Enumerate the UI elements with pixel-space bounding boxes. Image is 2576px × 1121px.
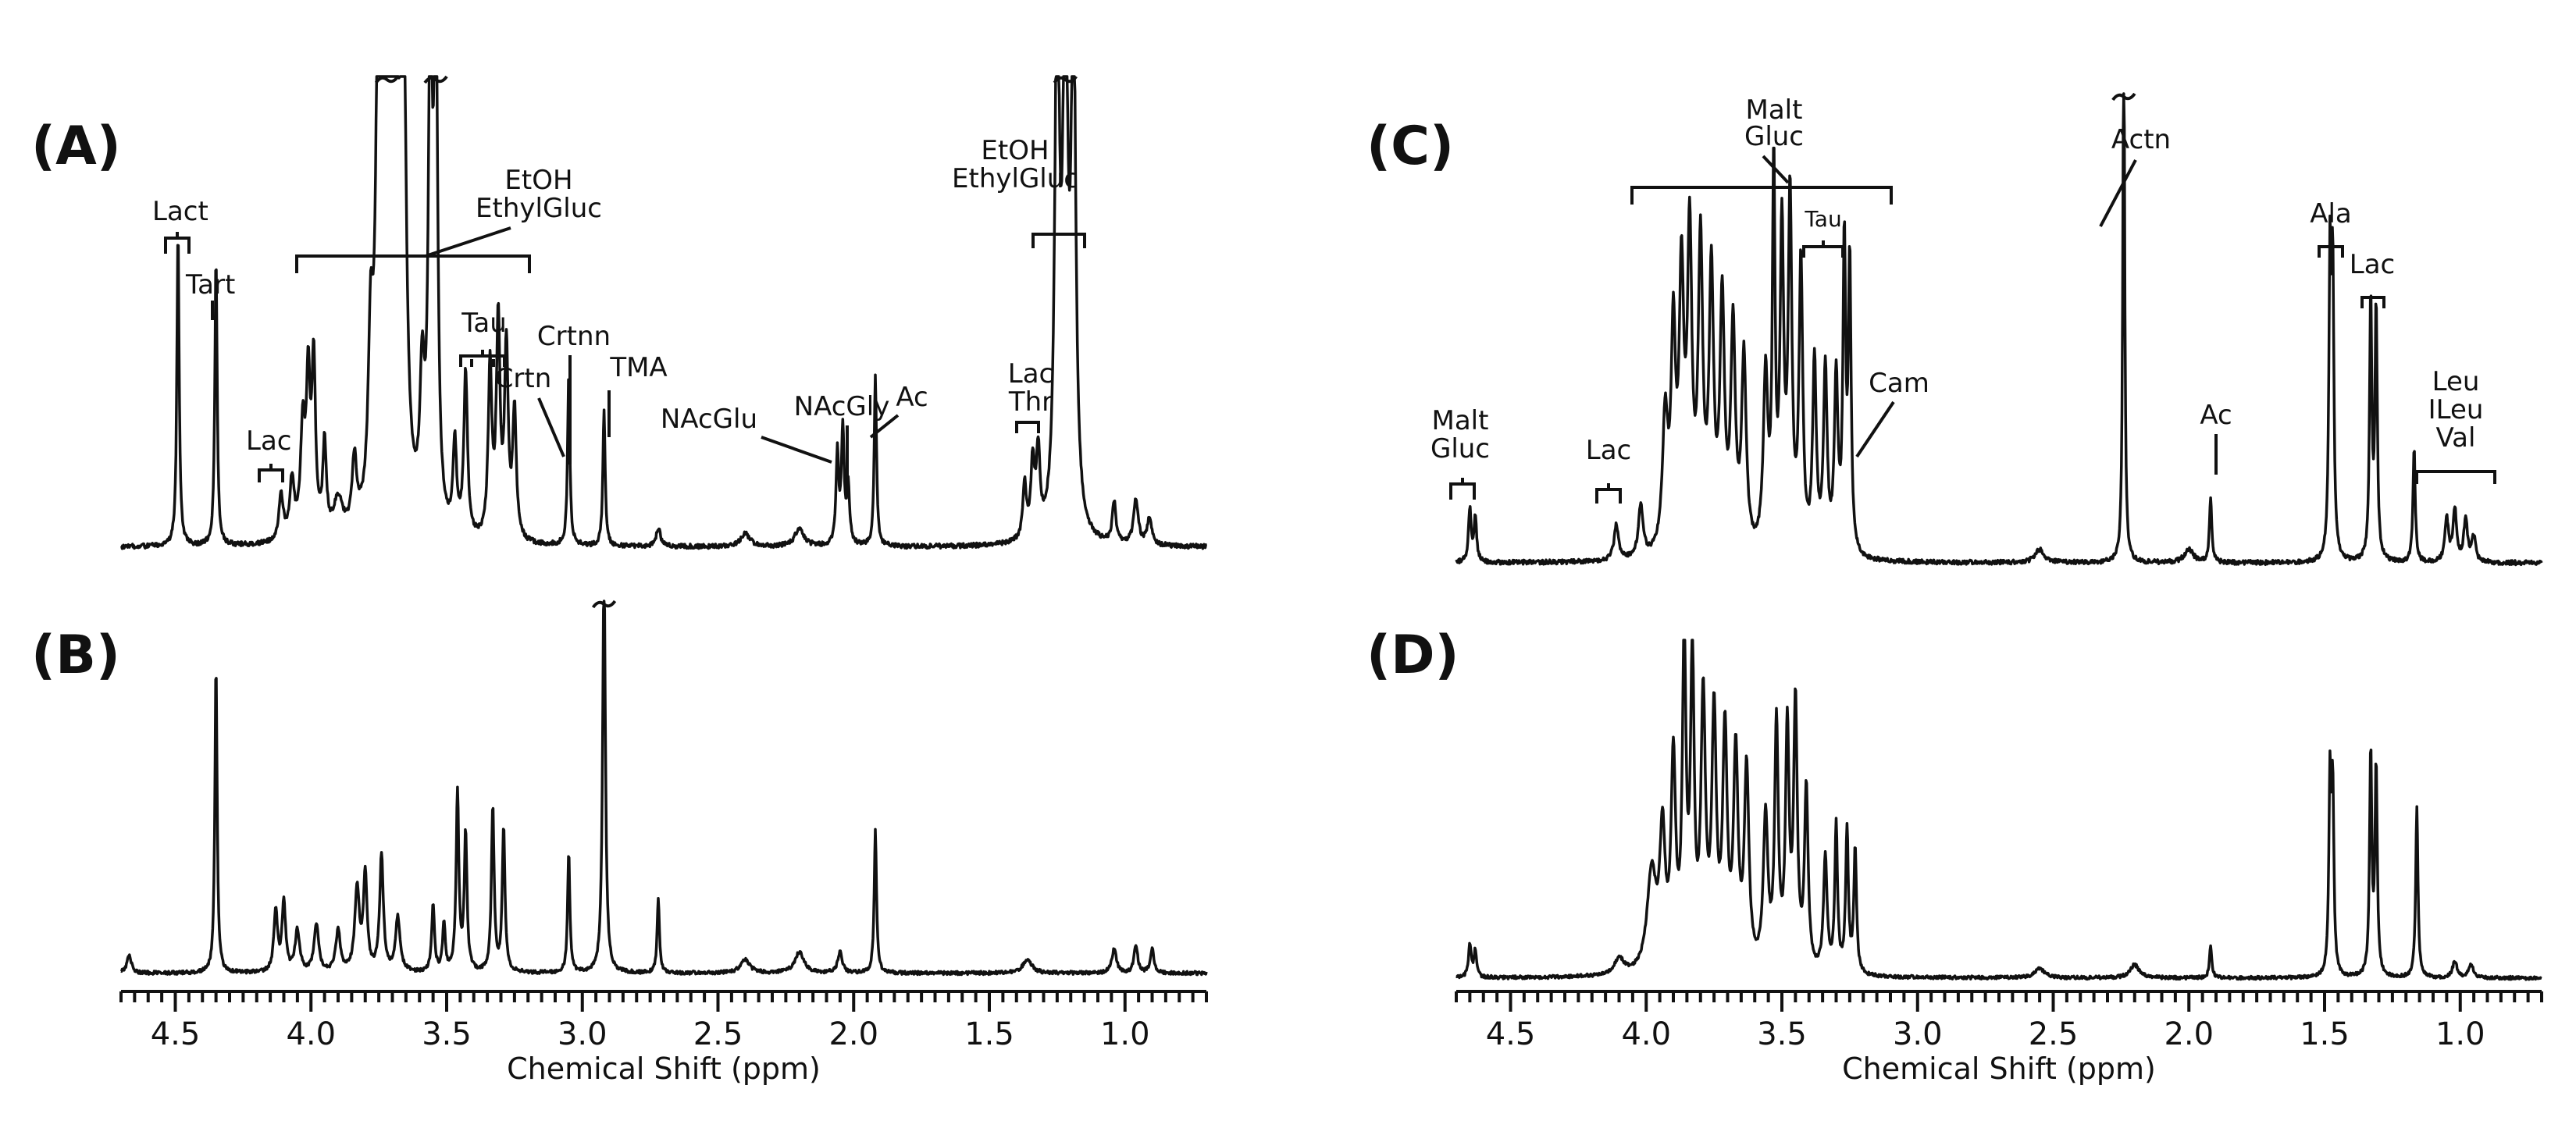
break-mark-a bbox=[423, 75, 448, 84]
break-mark-c bbox=[2111, 92, 2136, 101]
label-gluc-c2: Gluc bbox=[1744, 121, 1804, 152]
spectrum-d bbox=[1455, 639, 2542, 981]
x-tick-label-left: 1.0 bbox=[1100, 1016, 1150, 1052]
label-nacglu: NAcGlu bbox=[661, 404, 757, 435]
x-axis-title-left: Chemical Shift (ppm) bbox=[507, 1052, 821, 1086]
x-tick-label-left: 4.0 bbox=[286, 1016, 336, 1052]
label-nacgly: NAcGly bbox=[794, 391, 890, 422]
panel-label-b: (B) bbox=[31, 625, 120, 686]
label-ethylgluc-a1: EthylGluc bbox=[476, 193, 602, 224]
label-tau-a: Tau bbox=[461, 308, 507, 339]
annotations-a: Lact Tart Lac EtOH EthylGluc Tau Crtnn T… bbox=[152, 135, 1086, 488]
x-axis-right: 4.5 4.0 3.5 3.0 2.5 2.0 1.5 1.0 bbox=[1455, 990, 2543, 1052]
x-tick-label-left: 2.0 bbox=[828, 1016, 878, 1052]
label-lac-c: Lac bbox=[1586, 435, 1631, 466]
x-tick-label-right: 2.5 bbox=[2029, 1016, 2079, 1052]
label-ala: Ala bbox=[2310, 198, 2352, 230]
x-tick-label-left: 4.5 bbox=[151, 1016, 201, 1052]
panel-label-a: (A) bbox=[31, 116, 121, 177]
label-lac-a: Lac bbox=[246, 425, 291, 457]
break-mark-b bbox=[591, 600, 617, 609]
x-axis-left: 4.5 4.0 3.5 3.0 2.5 2.0 1.5 1.0 bbox=[119, 990, 1208, 1052]
x-axis-title-right: Chemical Shift (ppm) bbox=[1842, 1052, 2156, 1086]
label-cam: Cam bbox=[1869, 368, 1929, 399]
label-lac-c2: Lac bbox=[2350, 249, 2395, 280]
label-val: Val bbox=[2436, 422, 2476, 454]
label-etoh-a2: EtOH bbox=[981, 135, 1049, 166]
label-ethylgluc-a2: EthylGluc bbox=[952, 163, 1078, 194]
spectrum-b bbox=[120, 600, 1208, 977]
label-tma: TMA bbox=[609, 352, 667, 383]
label-lact: Lact bbox=[152, 196, 208, 227]
x-tick-label-right: 4.5 bbox=[1486, 1016, 1536, 1052]
annotations-c: Malt Gluc Lac Malt Gluc Tau Cam Actn Ac … bbox=[1431, 94, 2496, 504]
spectrum-a bbox=[120, 75, 1208, 550]
x-tick-label-left: 2.5 bbox=[693, 1016, 743, 1052]
x-tick-label-right: 2.0 bbox=[2164, 1016, 2214, 1052]
label-ileu: ILeu bbox=[2428, 394, 2484, 425]
panel-label-c: (C) bbox=[1366, 116, 1454, 177]
x-tick-label-right: 4.0 bbox=[1621, 1016, 1671, 1052]
label-ac-a: Ac bbox=[896, 382, 928, 413]
label-tau-c: Tau bbox=[1804, 206, 1841, 232]
spectrum-c bbox=[1455, 92, 2543, 567]
label-thr: Thr bbox=[1008, 386, 1053, 418]
label-crtn: Crtn bbox=[495, 363, 552, 394]
label-malt-c1: Malt bbox=[1432, 405, 1489, 436]
label-tart: Tart bbox=[185, 269, 235, 301]
x-tick-label-right: 1.5 bbox=[2300, 1016, 2350, 1052]
x-tick-label-left: 3.0 bbox=[558, 1016, 607, 1052]
x-tick-label-right: 1.0 bbox=[2435, 1016, 2485, 1052]
x-tick-label-left: 3.5 bbox=[422, 1016, 472, 1052]
label-gluc-c1: Gluc bbox=[1431, 433, 1490, 464]
panel-label-d: (D) bbox=[1366, 625, 1459, 686]
break-mark-a bbox=[1053, 75, 1078, 84]
x-tick-label-right: 3.0 bbox=[1893, 1016, 1943, 1052]
break-mark-a bbox=[374, 75, 400, 84]
label-actn: Actn bbox=[2111, 124, 2171, 155]
label-ac-c: Ac bbox=[2200, 400, 2232, 431]
label-crtnn: Crtnn bbox=[537, 321, 611, 352]
x-tick-label-right: 3.5 bbox=[1757, 1016, 1807, 1052]
label-malt-c2: Malt bbox=[1746, 94, 1803, 126]
x-tick-label-left: 1.5 bbox=[964, 1016, 1014, 1052]
axis-break-marks bbox=[374, 75, 2136, 609]
label-leu: Leu bbox=[2432, 366, 2480, 397]
label-etoh-a1: EtOH bbox=[504, 165, 572, 196]
label-lac-a2: Lac bbox=[1008, 358, 1053, 390]
